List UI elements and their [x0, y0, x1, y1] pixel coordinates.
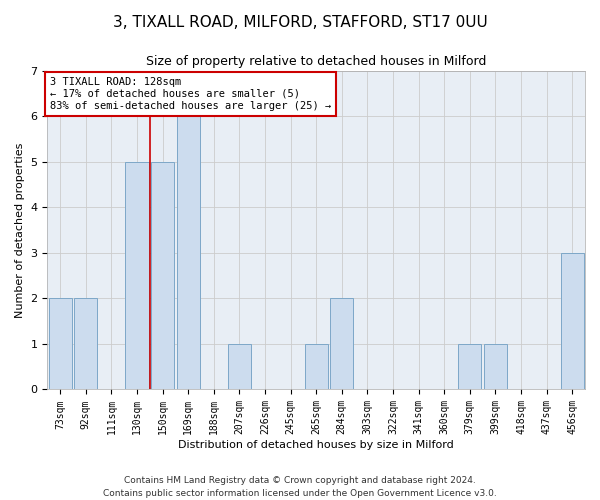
Bar [125, 162, 149, 390]
Bar [458, 344, 481, 390]
X-axis label: Distribution of detached houses by size in Milford: Distribution of detached houses by size … [178, 440, 454, 450]
Bar [49, 298, 72, 390]
Bar [176, 116, 200, 390]
Bar [484, 344, 507, 390]
Title: Size of property relative to detached houses in Milford: Size of property relative to detached ho… [146, 55, 487, 68]
Bar [228, 344, 251, 390]
Bar [305, 344, 328, 390]
Bar [151, 162, 174, 390]
Bar [330, 298, 353, 390]
Y-axis label: Number of detached properties: Number of detached properties [15, 142, 25, 318]
Bar [74, 298, 97, 390]
Text: Contains HM Land Registry data © Crown copyright and database right 2024.
Contai: Contains HM Land Registry data © Crown c… [103, 476, 497, 498]
Bar [560, 253, 584, 390]
Text: 3, TIXALL ROAD, MILFORD, STAFFORD, ST17 0UU: 3, TIXALL ROAD, MILFORD, STAFFORD, ST17 … [113, 15, 487, 30]
Text: 3 TIXALL ROAD: 128sqm
← 17% of detached houses are smaller (5)
83% of semi-detac: 3 TIXALL ROAD: 128sqm ← 17% of detached … [50, 78, 331, 110]
